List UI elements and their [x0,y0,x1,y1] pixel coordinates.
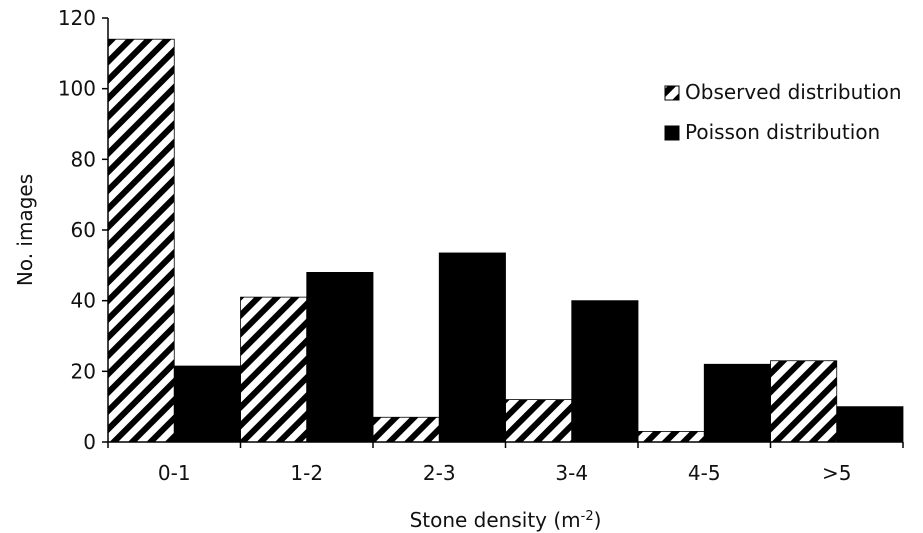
y-tick-label: 80 [71,147,96,171]
legend-swatch-poisson [664,125,680,141]
x-axis-title: Stone density (m-2) [410,508,602,532]
x-axis-title-suffix: ) [594,508,602,532]
bar-observed-3 [505,399,573,443]
y-tick-label: 120 [58,6,96,30]
bar-poisson-5 [836,406,904,443]
bar-poisson-2 [438,252,506,443]
legend: Observed distribution Poisson distributio… [664,80,902,144]
bar-observed-1 [240,296,308,443]
x-axis-title-main: Stone density (m [410,508,581,532]
y-tick-label: 40 [71,289,96,313]
legend-swatch-observed [664,85,680,101]
bars [107,38,904,443]
y-tick-label: 60 [71,218,96,242]
bar-poisson-4 [703,363,771,443]
legend-label: Poisson distribution [685,120,880,144]
bar-poisson-0 [173,365,241,443]
y-tick-label: 20 [71,359,96,383]
y-tick-label: 0 [83,430,96,454]
x-tick-label: 2-3 [423,461,456,485]
bar-observed-0 [107,38,175,443]
bar-observed-4 [637,430,705,443]
x-tick-label: 3-4 [555,461,588,485]
x-axis-ticks: 0-1 1-2 2-3 3-4 4-5 >5 [107,442,904,485]
x-tick-label: >5 [822,461,851,485]
y-axis-title: No. images [13,174,37,286]
bar-poisson-1 [306,271,374,443]
x-axis-title-superscript: -2 [581,509,594,524]
x-tick-label: 4-5 [688,461,721,485]
x-tick-label: 1-2 [290,461,323,485]
bar-observed-2 [372,416,440,443]
bar-observed-5 [770,360,838,443]
x-tick-label: 0-1 [158,461,191,485]
y-axis-ticks: 0 20 40 60 80 100 120 [58,6,108,454]
y-tick-label: 100 [58,77,96,101]
bar-poisson-3 [571,300,639,443]
legend-label: Observed distribution [685,80,902,104]
